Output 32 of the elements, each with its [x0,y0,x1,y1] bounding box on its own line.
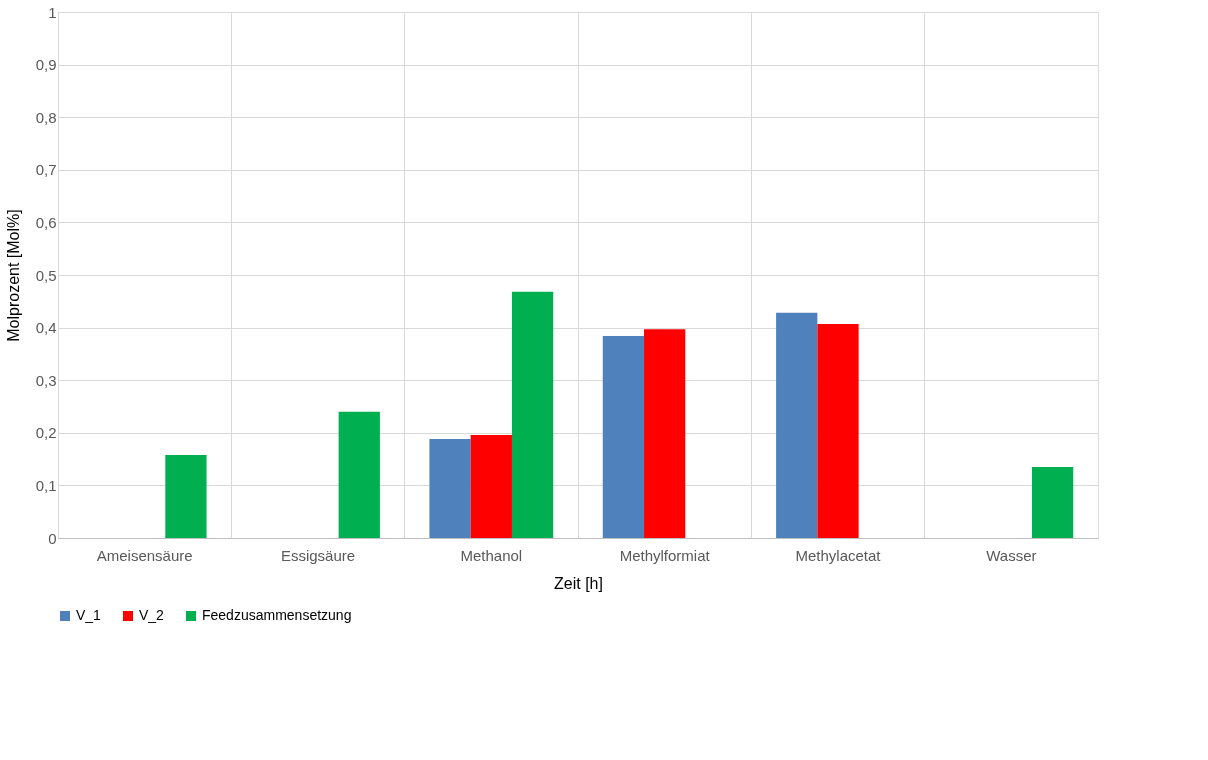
y-tick-label: 0,6 [35,213,57,231]
bar [644,329,686,538]
x-tick-label: Methanol [460,546,523,564]
legend-label: Feedzusammensetzung [202,607,352,623]
bar [602,336,645,538]
y-tick-label: 0,7 [35,161,57,179]
y-tick-label: 0,9 [35,56,57,74]
x-tick-label: Methylacetat [795,546,882,564]
y-tick-label: 0,1 [35,476,57,494]
bar [470,434,512,538]
y-axis-title: Molprozent [Mol%] [4,209,22,342]
y-tick-label: 0,5 [35,266,57,284]
x-tick-label: Ameisensäure [96,546,193,564]
bar [1031,466,1074,538]
legend-label: V_1 [76,607,102,623]
y-tick-label: 0,3 [35,371,57,389]
y-tick-label: 0,4 [35,319,57,337]
x-tick-label: Methylformiat [619,546,711,564]
y-tick-label: 0,2 [35,424,57,442]
bar [338,411,380,538]
y-tick-label: 0 [48,529,57,547]
bar [429,439,471,538]
x-tick-label: Wasser [986,546,1037,564]
y-tick-label: 0,8 [35,108,57,126]
x-axis-title: Zeit [h] [554,574,603,592]
bar [776,312,818,538]
bar [817,323,859,538]
y-tick-label: 1 [48,3,57,21]
bar [165,454,207,538]
bar [511,291,554,538]
legend-label: V_2 [139,607,165,623]
x-tick-label: Essigsäure [280,546,356,564]
